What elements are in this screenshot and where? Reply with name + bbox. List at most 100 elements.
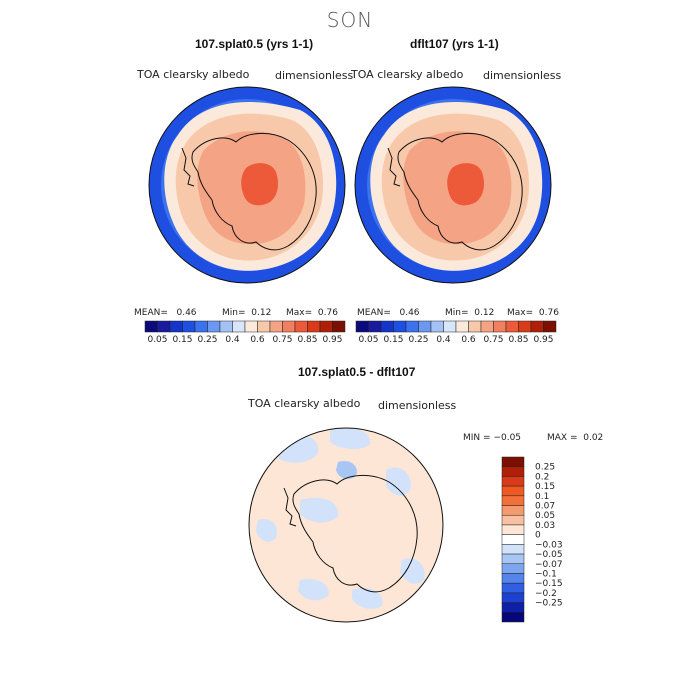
panel2-title: dflt107 (yrs 1-1) bbox=[410, 37, 499, 51]
panel2-max-value: 0.76 bbox=[538, 308, 559, 318]
panel1-mean-value: 0.46 bbox=[176, 308, 197, 318]
panel2-polar-map bbox=[355, 87, 551, 283]
panel1-colorbar-swatch bbox=[182, 320, 196, 333]
panel2-colorbar-swatch bbox=[418, 320, 432, 333]
diff-units-label: dimensionless bbox=[378, 399, 457, 412]
diff-legend-swatch bbox=[501, 563, 525, 574]
panel1-mean-label: MEAN= bbox=[134, 308, 168, 318]
panel2-min-stat: Min= 0.12 bbox=[445, 308, 494, 318]
panel2-colorbar-tick-label: 0.85 bbox=[508, 335, 528, 345]
panel2-colorbar-tick-label: 0.95 bbox=[533, 335, 553, 345]
panel1-max-stat: Max= 0.76 bbox=[286, 308, 338, 318]
diff-legend-label: 0.07 bbox=[535, 502, 555, 512]
diff-legend-swatch bbox=[501, 544, 525, 555]
panel1-variable-label: TOA clearsky albedo bbox=[137, 68, 250, 81]
panel2-colorbar: 0.05 0.15 0.25 0.4 0.6 0.75 0.85 0.95 bbox=[355, 320, 557, 345]
panel2-colorbar-swatch bbox=[530, 320, 544, 333]
diff-legend-swatch bbox=[501, 476, 525, 487]
panel1-min-value: 0.12 bbox=[251, 308, 272, 318]
diff-legend-swatch bbox=[501, 485, 525, 497]
panel1-colorbar-tick-label: 0.05 bbox=[147, 335, 167, 345]
panel1-colorbar-swatch bbox=[332, 320, 346, 333]
diff-legend-label: 0.03 bbox=[535, 521, 555, 531]
panel2-colorbar-swatch bbox=[480, 320, 494, 333]
panel2-min-label: Min= bbox=[445, 308, 469, 318]
diff-legend-label: −0.2 bbox=[535, 589, 557, 599]
panel1-colorbar-swatch bbox=[257, 320, 271, 333]
panel1-colorbar-tick-label: 0.6 bbox=[250, 335, 265, 345]
panel1-colorbar-tick-label: 0.85 bbox=[297, 335, 317, 345]
diff-legend-swatch bbox=[501, 582, 525, 594]
diff-min-value: −0.05 bbox=[493, 433, 522, 443]
diff-legend-label: 0.15 bbox=[535, 482, 555, 492]
diff-legend-label: −0.07 bbox=[535, 560, 563, 570]
panel1-colorbar-tick-label: 0.4 bbox=[225, 335, 240, 345]
panel2-colorbar-swatch bbox=[405, 320, 419, 333]
panel2-colorbar-swatch bbox=[493, 320, 507, 333]
panel1-min-stat: Min= 0.12 bbox=[222, 308, 271, 318]
panel2-colorbar-swatch bbox=[543, 320, 557, 333]
diff-polar-map bbox=[249, 428, 443, 622]
panel1-colorbar-tick-label: 0.95 bbox=[322, 335, 342, 345]
panel1-colorbar-swatch bbox=[169, 320, 183, 333]
panel2-colorbar-tick-label: 0.05 bbox=[358, 335, 378, 345]
panel1-colorbar-swatch bbox=[157, 320, 171, 333]
diff-legend-label: 0.1 bbox=[535, 492, 549, 502]
panel1-colorbar-swatch bbox=[269, 320, 283, 333]
diff-legend-label: −0.25 bbox=[535, 599, 563, 609]
panel1-colorbar-swatch bbox=[207, 320, 221, 333]
panel1-mean-stat: MEAN= 0.46 bbox=[134, 308, 197, 318]
diff-title: 107.splat0.5 - dflt107 bbox=[298, 365, 416, 379]
diff-legend-swatch bbox=[501, 466, 525, 477]
diff-variable-label: TOA clearsky albedo bbox=[248, 397, 361, 410]
panel2-colorbar-swatch bbox=[443, 320, 457, 333]
diff-legend-label: 0 bbox=[535, 531, 541, 541]
diff-legend-label: −0.1 bbox=[535, 569, 557, 579]
panel1-colorbar-swatch bbox=[294, 320, 308, 333]
panel1-colorbar-swatch bbox=[232, 320, 246, 333]
diff-legend-swatch bbox=[501, 514, 525, 526]
panel1-colorbar-tick-label: 0.15 bbox=[172, 335, 192, 345]
diff-legend-swatch bbox=[501, 573, 525, 584]
diff-legend-swatch bbox=[501, 592, 525, 603]
diff-max-value: 0.02 bbox=[583, 433, 604, 443]
panel1-colorbar-swatch bbox=[282, 320, 296, 333]
panel1-units-label: dimensionless bbox=[275, 69, 354, 82]
panel2-colorbar-tick-label: 0.4 bbox=[436, 335, 451, 345]
panel2-max-stat: Max= 0.76 bbox=[507, 308, 559, 318]
panel2-colorbar-tick-label: 0.25 bbox=[408, 335, 428, 345]
diff-legend-label: 0.2 bbox=[535, 472, 549, 482]
diff-max-stat: MAX = 0.02 bbox=[547, 433, 603, 443]
panel2-colorbar-swatch bbox=[380, 320, 394, 333]
panel2-colorbar-tick-label: 0.75 bbox=[483, 335, 503, 345]
panel1-colorbar-swatch bbox=[319, 320, 333, 333]
panel2-variable-label: TOA clearsky albedo bbox=[351, 68, 464, 81]
panel2-colorbar-swatch bbox=[505, 320, 519, 333]
diff-legend-swatch bbox=[501, 602, 525, 613]
diff-legend-swatch bbox=[501, 534, 525, 545]
diff-min-stat: MIN = −0.05 bbox=[463, 433, 521, 443]
panel2-mean-label: MEAN= bbox=[357, 308, 391, 318]
panel2-mean-stat: MEAN= 0.46 bbox=[357, 308, 420, 318]
diff-legend-label: −0.05 bbox=[535, 550, 563, 560]
panel1-colorbar-swatch bbox=[219, 320, 233, 333]
diff-legend-label: 0.25 bbox=[535, 463, 555, 473]
diff-legend: 0.250.20.150.10.070.050.030−0.03−0.05−0.… bbox=[501, 456, 563, 623]
panel2-colorbar-swatch bbox=[430, 320, 444, 333]
diff-legend-swatch bbox=[501, 505, 525, 516]
panel2-units-label: dimensionless bbox=[483, 69, 562, 82]
diff-legend-swatch bbox=[501, 456, 525, 467]
diff-legend-swatch bbox=[501, 553, 525, 565]
panel2-colorbar-swatch bbox=[355, 320, 369, 333]
panel1-max-value: 0.76 bbox=[317, 308, 338, 318]
panel2-max-label: Max= bbox=[507, 308, 534, 318]
diff-legend-label: 0.05 bbox=[535, 511, 555, 521]
panel2-colorbar-swatch bbox=[518, 320, 532, 333]
panel2-colorbar-swatch bbox=[368, 320, 382, 333]
panel2-colorbar-swatch bbox=[393, 320, 407, 333]
diff-min-label: MIN = bbox=[463, 433, 491, 443]
diff-legend-label: −0.03 bbox=[535, 540, 563, 550]
panel1-colorbar-tick-label: 0.25 bbox=[197, 335, 217, 345]
panel2-colorbar-swatch bbox=[468, 320, 482, 333]
